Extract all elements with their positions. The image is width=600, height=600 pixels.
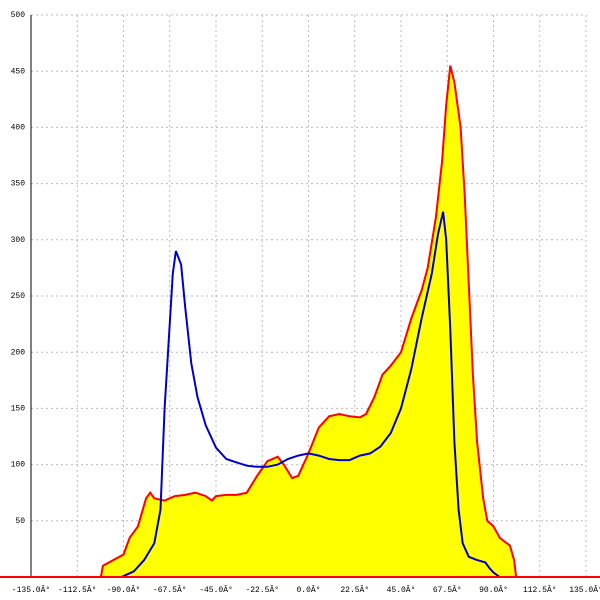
y-tick-label: 450	[11, 67, 26, 76]
x-tick-label: 112.5Â°	[523, 586, 557, 595]
area	[100, 65, 517, 577]
y-tick-label: 150	[11, 405, 26, 414]
y-tick-label: 250	[11, 292, 26, 301]
x-tick-label: 0.0Â°	[296, 586, 320, 595]
y-tick-label: 200	[11, 348, 26, 357]
x-tick-label: -112.5Â°	[58, 586, 96, 595]
x-tick-label: 67.5Â°	[433, 586, 462, 595]
y-tick-label: 400	[11, 124, 26, 133]
line	[120, 211, 501, 578]
x-tick-label: 135.0Â°	[569, 586, 600, 595]
x-tick-label: -67.5Â°	[153, 586, 187, 595]
x-tick-label: -22.5Â°	[245, 586, 279, 595]
line	[99, 65, 518, 578]
x-tick-label: -135.0Â°	[12, 586, 50, 595]
x-tick-label: 45.0Â°	[387, 586, 416, 595]
x-tick-label: 22.5Â°	[340, 586, 369, 595]
x-tick-label: -90.0Â°	[107, 586, 141, 595]
x-tick-label: 90.0Â°	[479, 586, 508, 595]
x-tick-label: -45.0Â°	[199, 586, 233, 595]
y-tick-label: 100	[11, 461, 26, 470]
y-tick-label: 300	[11, 236, 26, 245]
y-tick-label: 500	[11, 11, 26, 20]
y-tick-label: 50	[15, 517, 25, 526]
y-tick-label: 350	[11, 180, 26, 189]
